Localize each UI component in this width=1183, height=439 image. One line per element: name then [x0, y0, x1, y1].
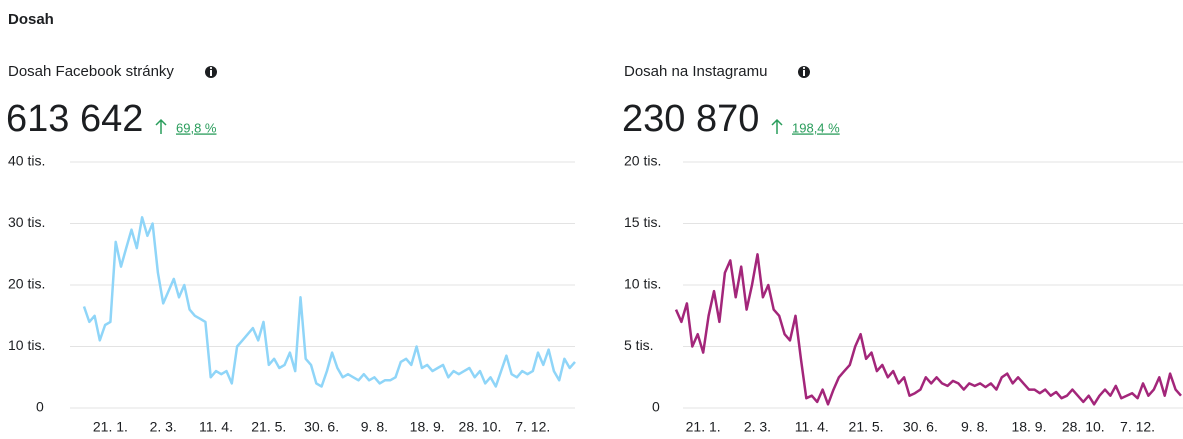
x-tick-label: 28. 10. [1062, 419, 1105, 434]
x-tick-label: 2. 3. [744, 419, 771, 434]
y-tick-label: 10 tis. [624, 276, 661, 292]
total: 230 870 [622, 98, 759, 140]
y-tick-label: 20 tis. [8, 276, 45, 292]
info-icon[interactable] [798, 66, 810, 78]
y-tick-label: 0 [652, 399, 660, 415]
y-tick-label: 5 tis. [624, 337, 654, 353]
panel-title: Dosah Facebook stránky [8, 63, 174, 80]
y-tick-label: 10 tis. [8, 337, 45, 353]
data-line [82, 216, 576, 388]
y-tick-label: 0 [36, 399, 44, 415]
y-tick-label: 30 tis. [8, 214, 45, 230]
up-arrow [155, 118, 167, 134]
data-line [674, 253, 1182, 406]
x-tick-label: 11. 4. [795, 419, 829, 434]
x-tick-label: 28. 10. [459, 419, 502, 434]
change: 69,8 % [176, 120, 217, 135]
total: 613 642 [6, 98, 143, 140]
x-tick-label: 2. 3. [150, 419, 177, 434]
section-title: Dosah [8, 11, 54, 28]
x-tick-label: 7. 12. [1120, 419, 1155, 434]
change: 198,4 % [792, 120, 840, 135]
x-tick-label: 21. 1. [93, 419, 128, 434]
up-arrow [771, 118, 783, 134]
x-tick-label: 7. 12. [515, 419, 550, 434]
x-tick-label: 9. 8. [361, 419, 388, 434]
y-tick-label: 15 tis. [624, 214, 661, 230]
panel-title: Dosah na Instagramu [624, 63, 767, 80]
y-tick-label: 40 tis. [8, 153, 45, 169]
x-tick-label: 30. 6. [304, 419, 339, 434]
info-icon[interactable] [205, 66, 217, 78]
y-tick-label: 20 tis. [624, 153, 661, 169]
x-tick-label: 11. 4. [199, 419, 233, 434]
x-tick-label: 21. 5. [251, 419, 286, 434]
x-tick-label: 21. 5. [849, 419, 884, 434]
x-tick-label: 30. 6. [903, 419, 938, 434]
x-tick-label: 18. 9. [410, 419, 445, 434]
x-tick-label: 21. 1. [686, 419, 721, 434]
x-tick-label: 18. 9. [1011, 419, 1046, 434]
x-tick-label: 9. 8. [961, 419, 988, 434]
